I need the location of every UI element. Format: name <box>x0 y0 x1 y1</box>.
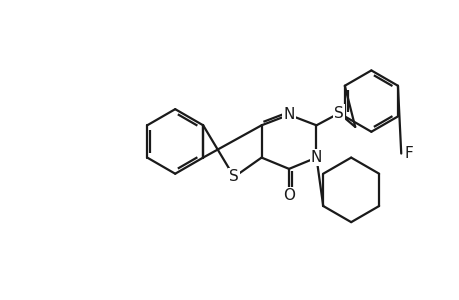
Text: F: F <box>404 146 413 161</box>
Text: O: O <box>282 188 294 203</box>
Text: N: N <box>283 107 294 122</box>
Text: N: N <box>310 150 321 165</box>
Text: S: S <box>334 106 343 121</box>
Text: S: S <box>229 169 239 184</box>
